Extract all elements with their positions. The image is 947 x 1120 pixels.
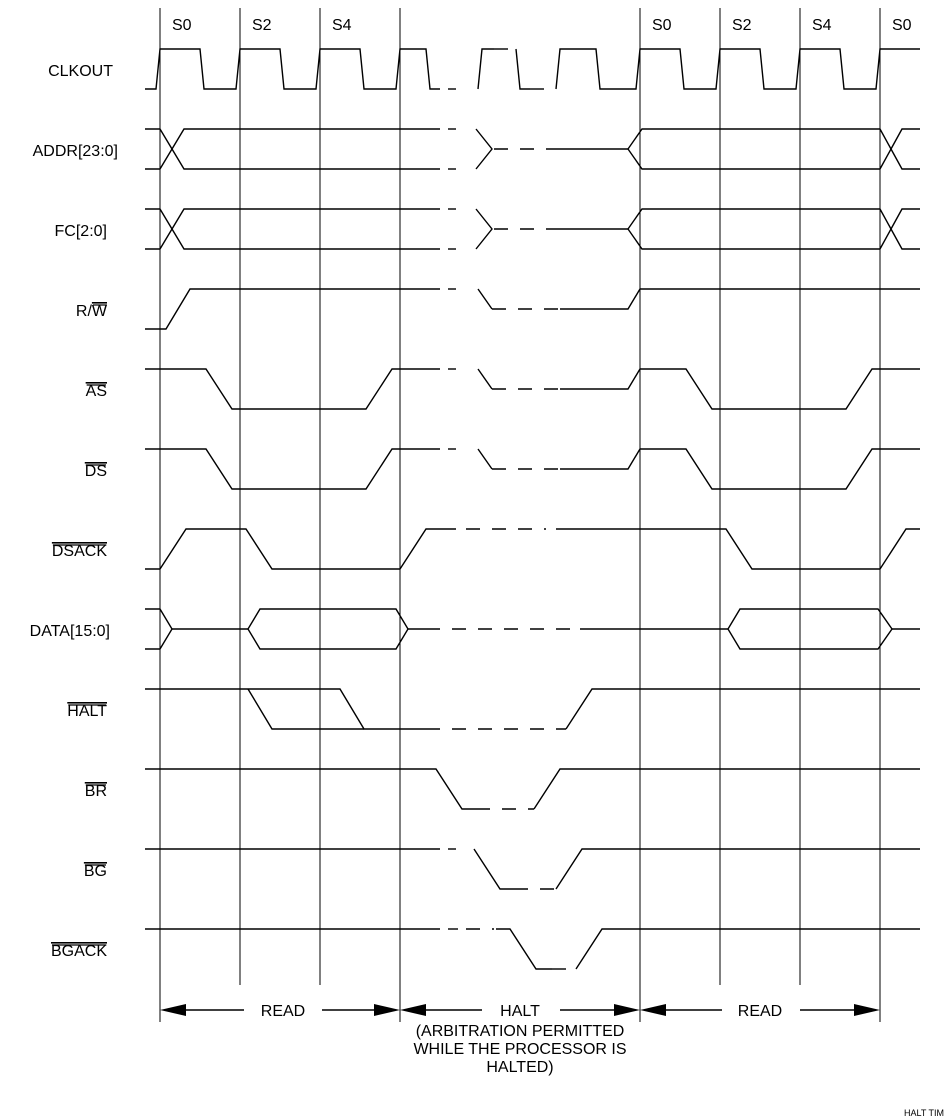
state-label-s0: S0: [172, 17, 192, 34]
ds-waveform: [145, 448, 920, 490]
halt-note-line: HALTED): [486, 1059, 553, 1076]
read-phase-arrow: READ: [640, 1003, 880, 1020]
signal-label-br: BR: [85, 783, 107, 800]
state-label-s4: S4: [332, 17, 352, 34]
signal-label-data: DATA[15:0]: [30, 623, 110, 640]
as-waveform: [145, 368, 920, 410]
state-label-s0: S0: [652, 17, 672, 34]
rw-prefix: R/: [76, 303, 93, 320]
halt-note-line: (ARBITRATION PERMITTED: [416, 1023, 625, 1040]
figure-tag: HALT TIM: [904, 1108, 944, 1118]
halt-note-line: WHILE THE PROCESSOR IS: [413, 1041, 626, 1058]
waveforms: [145, 48, 920, 970]
state-label-s4: S4: [812, 17, 832, 34]
signal-label-halt: HALT: [67, 703, 107, 720]
dsack-waveform: [145, 528, 920, 570]
signal-names: CLKOUT ADDR[23:0] FC[2:0] R/W AS DS DSAC…: [30, 63, 118, 960]
halt-waveform: [145, 688, 920, 730]
data-waveform: [145, 608, 920, 650]
addr-waveform: [145, 128, 920, 170]
signal-label-as: AS: [86, 383, 107, 400]
bg-waveform: [145, 848, 920, 890]
signal-label-bg: BG: [84, 863, 107, 880]
signal-label-addr: ADDR[23:0]: [33, 143, 118, 160]
state-label-s0: S0: [892, 17, 912, 34]
read-phase-label: READ: [738, 1003, 782, 1020]
read-phase-label: READ: [261, 1003, 305, 1020]
state-label-s2: S2: [252, 17, 272, 34]
phase-arrows: READ HALT READ (ARBITRATION PERMITTED WH…: [160, 1003, 880, 1076]
rw-write-bar: W: [92, 303, 108, 320]
rw-waveform: [145, 288, 920, 330]
signal-label-ds: DS: [85, 463, 107, 480]
halt-phase-label: HALT: [500, 1003, 540, 1020]
state-labels: S0 S2 S4 S0 S2 S4 S0: [172, 17, 912, 34]
signal-label-clkout: CLKOUT: [48, 63, 113, 80]
state-boundaries: [159, 8, 881, 1022]
signal-label-fc: FC[2:0]: [55, 223, 107, 240]
br-waveform: [145, 768, 920, 810]
fc-waveform: [145, 208, 920, 250]
signal-label-rw: R/W: [76, 303, 108, 320]
halt-phase-arrow: HALT: [400, 1003, 640, 1020]
bgack-waveform: [145, 928, 920, 970]
state-label-s2: S2: [732, 17, 752, 34]
signal-label-dsack: DSACK: [52, 543, 107, 560]
clkout-waveform: [145, 48, 920, 90]
read-phase-arrow: READ: [160, 1003, 400, 1020]
signal-label-bgack: BGACK: [51, 943, 107, 960]
